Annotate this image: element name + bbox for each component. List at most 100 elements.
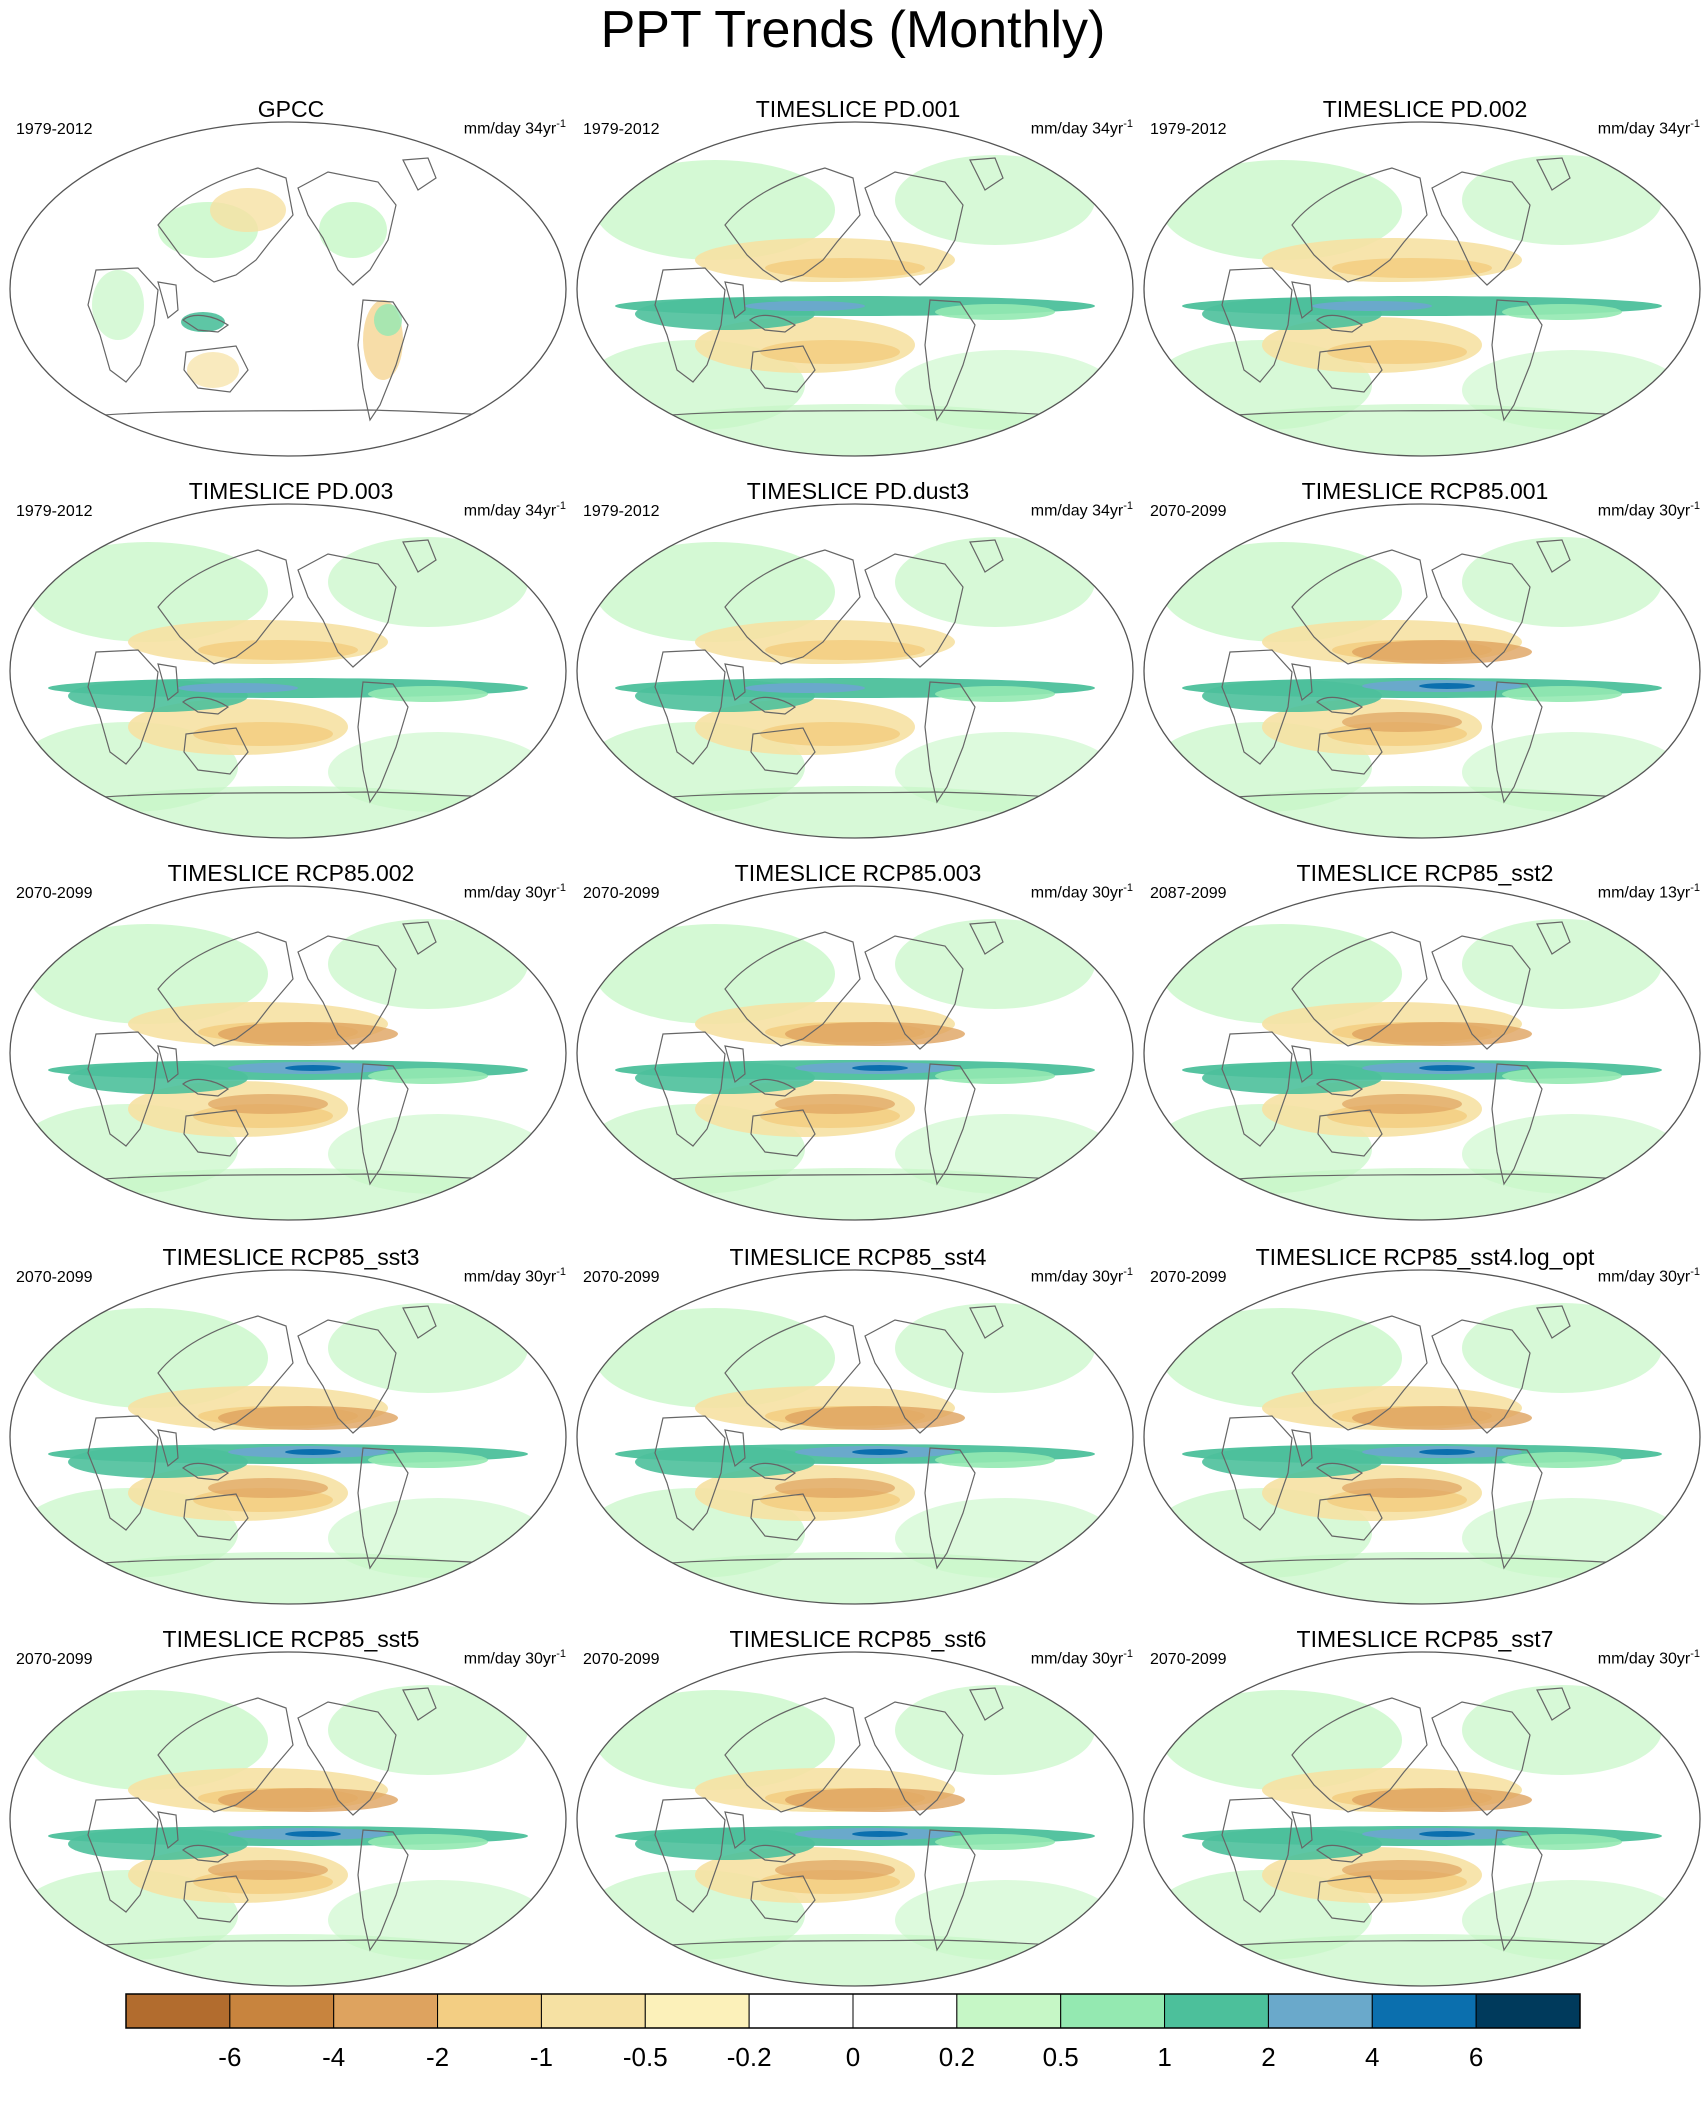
panel-period: 2070-2099 [16,1269,93,1286]
panel-title: TIMESLICE RCP85_sst2 [1296,860,1554,886]
colorbar-tick-label: -1 [530,2042,553,2072]
panel-units: mm/day 13yr-1 [1598,878,1700,903]
panel-title: TIMESLICE PD.001 [755,96,961,122]
map-panel: TIMESLICE RCP85.002 2070-2099 mm/day 30yr-… [8,860,574,1238]
units-exponent: -1 [1690,1648,1700,1660]
world-map [1143,1269,1701,1605]
precip-field [10,122,566,456]
units-exponent: -1 [556,118,566,130]
map-panel: TIMESLICE PD.002 1979-2012 mm/day 34yr-1 [1142,96,1706,474]
units-text: mm/day 34yr [463,502,557,520]
colorbar-tick-label: 1 [1157,2042,1171,2072]
coastlines [47,1305,549,1570]
coastlines [1181,921,1683,1186]
map-outline [1143,121,1701,457]
map-outline [576,885,1134,1221]
map-outline [9,1269,567,1605]
colorbar-tick-label: 2 [1261,2042,1275,2072]
panel-title: TIMESLICE RCP85_sst4 [729,1244,987,1270]
panel-period: 2070-2099 [16,885,93,902]
map-outline [576,503,1134,839]
panel-title: TIMESLICE RCP85.003 [734,860,982,886]
precip-field [10,886,566,1220]
units-exponent: -1 [556,882,566,894]
coastlines [614,1687,1116,1952]
colorbar-tick-label: 4 [1365,2042,1379,2072]
world-map [1143,503,1701,839]
units-text: mm/day 13yr [1597,884,1691,902]
map-outline [1143,1651,1701,1987]
world-map [1143,121,1701,457]
panel-period: 1979-2012 [583,121,660,138]
colorbar-tick-label: -4 [322,2042,345,2072]
units-text: mm/day 30yr [1030,1268,1124,1286]
units-exponent: -1 [1690,500,1700,512]
world-map [9,1651,567,1987]
units-exponent: -1 [1690,118,1700,130]
world-map [1143,1651,1701,1987]
colorbar-tick-label: 0.5 [1043,2042,1079,2072]
precip-field [1144,504,1700,838]
world-map [576,1269,1134,1605]
panel-title: TIMESLICE RCP85_sst5 [162,1626,420,1652]
map-panel: TIMESLICE PD.003 1979-2012 mm/day 34yr-1 [8,478,574,856]
units-text: mm/day 34yr [1030,502,1124,520]
precip-field [577,122,1133,456]
map-panel: TIMESLICE RCP85_sst6 2070-2099 mm/day 30yr… [575,1626,1141,2004]
precip-field [1144,1270,1700,1604]
map-panel: TIMESLICE RCP85_sst7 2070-2099 mm/day 30yr… [1142,1626,1706,2004]
panel-title: TIMESLICE RCP85_sst7 [1296,1626,1554,1652]
colorbar-swatch [852,1993,958,2029]
units-text: mm/day 30yr [1597,1650,1691,1668]
units-exponent: -1 [1123,1648,1133,1660]
panel-units: mm/day 30yr-1 [464,1262,566,1287]
panel-period: 2087-2099 [1150,885,1227,902]
colorbar-tick-label: 0.2 [939,2042,975,2072]
colorbar-swatch [956,1993,1062,2029]
precip-field [577,1270,1133,1604]
units-exponent: -1 [1123,882,1133,894]
panel-units: mm/day 30yr-1 [1031,878,1133,903]
map-outline [9,121,567,457]
units-text: mm/day 34yr [1597,120,1691,138]
colorbar-swatch [644,1993,750,2029]
map-panel: TIMESLICE RCP85_sst2 2087-2099 mm/day 13yr… [1142,860,1706,1238]
colorbar-tick-label: -0.5 [623,2042,668,2072]
map-panel: TIMESLICE RCP85_sst4.log_opt 2070-2099 mm/… [1142,1244,1706,1622]
panel-units: mm/day 34yr-1 [464,496,566,521]
panel-title: TIMESLICE PD.002 [1322,96,1528,122]
world-map [576,1651,1134,1987]
panel-units: mm/day 30yr-1 [464,1644,566,1669]
colorbar-swatch [125,1993,231,2029]
units-text: mm/day 30yr [1597,1268,1691,1286]
colorbar-swatch [333,1993,439,2029]
panel-units: mm/day 34yr-1 [1598,114,1700,139]
panel-title: TIMESLICE PD.dust3 [746,478,970,504]
panel-title: TIMESLICE RCP85.002 [167,860,415,886]
panel-period: 2070-2099 [583,1651,660,1668]
units-exponent: -1 [556,1266,566,1278]
map-panel: TIMESLICE RCP85_sst5 2070-2099 mm/day 30yr… [8,1626,574,2004]
precip-field [10,1652,566,1986]
world-map [9,503,567,839]
world-map [9,885,567,1221]
panel-title: GPCC [257,96,325,122]
map-outline [9,503,567,839]
map-outline [1143,503,1701,839]
panel-period: 1979-2012 [583,503,660,520]
panel-period: 2070-2099 [1150,1269,1227,1286]
coastlines [614,921,1116,1186]
panel-units: mm/day 34yr-1 [464,114,566,139]
map-outline [576,1269,1134,1605]
map-panel: GPCC 1979-2012 mm/day 34yr-1 [8,96,574,474]
world-map [576,885,1134,1221]
map-outline [1143,1269,1701,1605]
panel-units: mm/day 34yr-1 [1031,114,1133,139]
colorbar-tick-label: 0 [846,2042,860,2072]
units-text: mm/day 34yr [1030,120,1124,138]
panel-period: 2070-2099 [583,1269,660,1286]
units-text: mm/day 30yr [1597,502,1691,520]
colorbar-swatch [229,1993,335,2029]
map-panel: TIMESLICE PD.dust3 1979-2012 mm/day 34yr-1 [575,478,1141,856]
units-text: mm/day 30yr [463,884,557,902]
